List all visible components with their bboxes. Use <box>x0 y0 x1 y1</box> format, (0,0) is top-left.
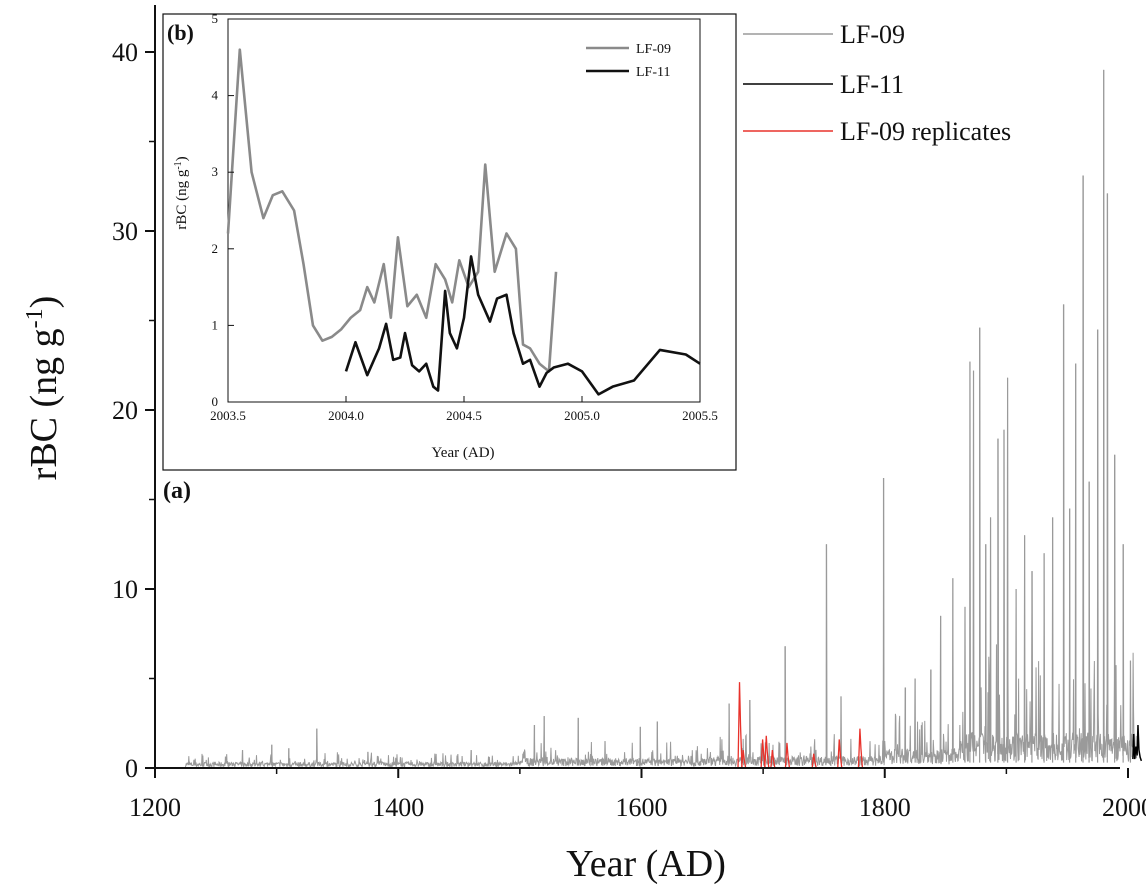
main-y-tick-label: 40 <box>112 38 138 67</box>
series-lf09-replicates-peak <box>784 742 791 769</box>
main-y-axis-label-close: ) <box>23 296 65 309</box>
inset-legend: LF-09 LF-11 <box>586 42 671 80</box>
inset-x-tick-label: 2004.5 <box>446 408 482 423</box>
inset-x-tick-label: 2004.0 <box>328 408 364 423</box>
main-x-axis-label: Year (AD) <box>566 843 726 885</box>
inset-y-tick-label: 3 <box>212 164 219 179</box>
main-y-axis-label-sup: -1 <box>22 308 48 328</box>
inset-panel: 2003.5 2004.0 2004.5 2005.0 2005.5 0 1 2 3 4 5 Yea… <box>162 11 737 471</box>
main-x-tick-label: 1400 <box>372 793 424 822</box>
main-series-group <box>184 69 1143 769</box>
main-panel: 12001400160018002000010203040 Year (AD) … <box>22 5 1146 885</box>
main-y-tick-label: 20 <box>112 396 138 425</box>
series-lf09-replicates-peak <box>741 750 747 769</box>
inset-y-axis-label-main: rBC (ng g <box>174 169 190 230</box>
series-lf09-replicates-peak <box>737 682 743 769</box>
series-lf09-replicates-peak <box>770 750 776 769</box>
inset-y-tick-label: 1 <box>212 317 219 332</box>
main-panel-label: (a) <box>163 478 191 504</box>
main-y-axis-label: rBC (ng g-1) <box>22 296 65 481</box>
main-x-tick-label: 1800 <box>859 793 911 822</box>
inset-y-axis-label-sup: -1 <box>173 161 184 169</box>
main-ticks-group: 12001400160018002000010203040 <box>112 38 1146 822</box>
inset-y-tick-label: 0 <box>212 394 219 409</box>
inset-x-tick-label: 2005.5 <box>682 408 718 423</box>
inset-series-group <box>226 48 701 396</box>
main-legend-label: LF-09 <box>840 20 905 49</box>
inset-ticks-group: 2003.5 2004.0 2004.5 2005.0 2005.5 0 1 2 3 4 5 <box>210 11 718 423</box>
main-legend-label: LF-11 <box>840 70 904 99</box>
series-lf09-replicates-peak <box>837 739 843 769</box>
series-lf09-line <box>184 69 1138 769</box>
inset-panel-label: (b) <box>167 20 194 45</box>
inset-y-axis-label: rBC (ng g-1) <box>173 156 190 229</box>
inset-x-tick-label: 2005.0 <box>564 408 600 423</box>
inset-legend-label: LF-11 <box>636 65 670 80</box>
inset-y-tick-label: 5 <box>212 11 219 26</box>
main-legend: LF-09 LF-11 LF-09 replicates <box>743 20 1011 146</box>
main-x-tick-label: 1200 <box>129 793 181 822</box>
main-y-tick-label: 10 <box>112 575 138 604</box>
series-lf11-line <box>1132 725 1143 762</box>
main-y-tick-label: 30 <box>112 217 138 246</box>
main-y-axis-label-main: rBC (ng g <box>23 328 65 480</box>
series-lf09-replicates-peak <box>760 739 766 769</box>
inset-frame <box>162 13 737 471</box>
inset-y-axis-label-close: ) <box>174 156 190 161</box>
inset-series-lf11-line <box>344 255 701 396</box>
series-lf09-replicates-peak <box>811 753 817 769</box>
series-lf09-replicates-peak <box>764 735 770 769</box>
series-lf09-replicates-peak <box>857 728 864 769</box>
inset-y-tick-label: 2 <box>212 241 219 256</box>
main-x-tick-label: 1600 <box>616 793 668 822</box>
main-y-tick-label: 0 <box>125 754 138 783</box>
inset-y-tick-label: 4 <box>212 88 219 103</box>
main-legend-label: LF-09 replicates <box>840 117 1011 146</box>
inset-series-lf09-line <box>226 48 558 373</box>
inset-x-axis-label: Year (AD) <box>431 445 494 461</box>
inset-legend-label: LF-09 <box>636 42 671 57</box>
inset-x-tick-label: 2003.5 <box>210 408 246 423</box>
